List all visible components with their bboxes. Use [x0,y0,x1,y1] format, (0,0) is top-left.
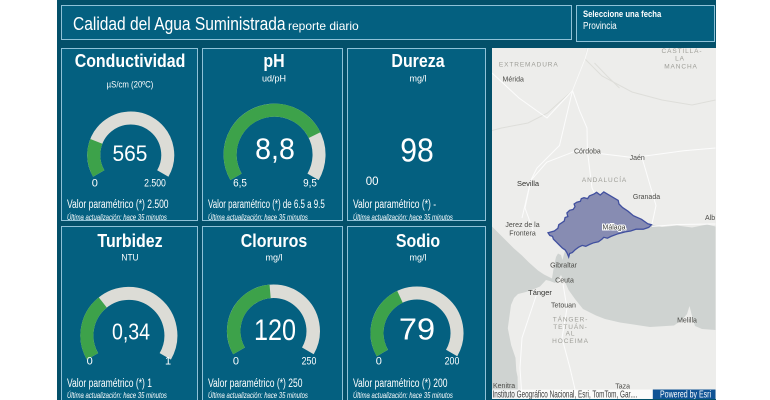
svg-text:TETUÁN-: TETUÁN- [553,322,587,331]
svg-text:ANDALUCÍA: ANDALUCÍA [582,175,627,184]
svg-text:Granada: Granada [633,194,660,201]
svg-text:Powered by Esri: Powered by Esri [660,388,711,399]
svg-text:Mérida: Mérida [503,76,525,83]
svg-text:Alb: Alb [705,215,715,222]
svg-text:TÁNGER-: TÁNGER- [553,314,589,323]
svg-text:Instituto Geográfico Nacional,: Instituto Geográfico Nacional, Esri, Tom… [493,389,638,399]
svg-text:CASTILLA-: CASTILLA- [662,48,703,55]
svg-text:Córdoba: Córdoba [574,148,601,155]
svg-text:Kenitra: Kenitra [493,383,515,390]
svg-text:AL: AL [566,330,576,337]
svg-text:Frontera: Frontera [509,230,536,237]
svg-text:Melilla: Melilla [677,317,697,324]
svg-text:Taza: Taza [615,383,630,390]
svg-text:EXTREMADURA: EXTREMADURA [499,61,559,68]
svg-text:Jaén: Jaén [630,155,645,162]
svg-text:HOCEIMA: HOCEIMA [552,338,589,345]
svg-text:Ceuta: Ceuta [555,277,574,284]
svg-text:MANCHA: MANCHA [664,63,698,70]
svg-text:Tetouan: Tetouan [551,302,576,309]
svg-text:Tánger: Tánger [528,288,552,297]
svg-text:Gibraltar: Gibraltar [550,262,578,269]
svg-text:Málaga: Málaga [603,224,626,231]
svg-text:LA: LA [675,55,685,62]
svg-text:Jerez de la: Jerez de la [505,222,539,229]
svg-text:Sevilla: Sevilla [517,178,540,187]
